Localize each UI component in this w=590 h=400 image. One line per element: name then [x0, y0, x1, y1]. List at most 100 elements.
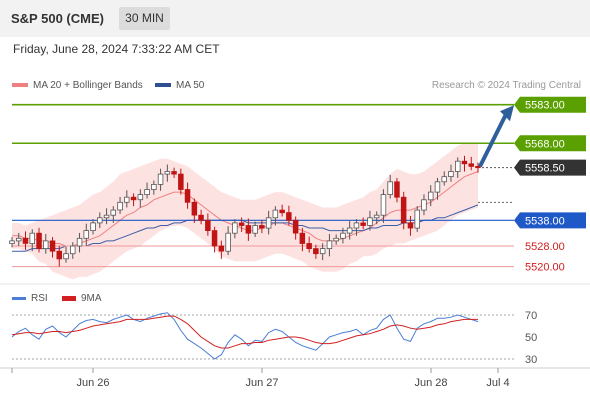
candle-body — [252, 225, 258, 234]
legend-label-rsi-ma: 9MA — [81, 293, 102, 304]
legend-item-ma50: MA 50 — [155, 80, 204, 91]
rsi-tick-label: 50 — [525, 332, 537, 344]
candle-body — [421, 199, 427, 211]
candle-body — [130, 196, 137, 201]
candle-body — [97, 217, 103, 224]
legend-label-ma50: MA 50 — [176, 80, 205, 91]
candle-body — [184, 189, 191, 203]
candle-body — [211, 230, 218, 247]
candle-body — [326, 240, 333, 249]
candle-body — [299, 232, 306, 244]
candle-body — [360, 222, 366, 226]
candle-body — [110, 209, 117, 216]
time-tick-label: Jun 27 — [245, 377, 278, 389]
candle-body — [367, 217, 373, 226]
candle-body — [124, 196, 130, 203]
candle-body — [373, 214, 380, 219]
candle-body — [218, 245, 225, 252]
candle-body — [245, 225, 252, 234]
candle-body — [144, 189, 150, 195]
legend-label-rsi: RSI — [31, 293, 48, 304]
time-tick-label: Jun 28 — [414, 377, 447, 389]
candle-body — [29, 232, 35, 244]
candle-body — [205, 219, 211, 232]
candle-body — [353, 222, 360, 229]
forecast-arrow — [478, 113, 508, 168]
candle-body — [286, 212, 292, 221]
candle-body — [427, 191, 434, 201]
candle-body — [272, 209, 279, 219]
candle-body — [103, 214, 110, 219]
legend-swatch-rsi — [12, 296, 26, 300]
timestamp: Friday, June 28, 2024 7:33:22 AM CET — [13, 42, 220, 56]
candle-body — [259, 225, 265, 229]
candle-body — [313, 248, 319, 255]
candle-body — [448, 171, 454, 177]
price-level-label: 5583.00 — [525, 100, 565, 112]
legend-swatch-ma20 — [12, 83, 28, 88]
legend-swatch-rsi-ma — [62, 295, 76, 301]
rsi-tick-label: 70 — [525, 310, 537, 322]
candle-body — [340, 232, 346, 239]
forecast-arrowhead — [500, 105, 514, 122]
candle-body — [22, 237, 29, 244]
candle-body — [279, 209, 285, 214]
rsi-line — [11, 312, 479, 360]
rsi-ma-line — [11, 315, 478, 349]
candle-body — [191, 201, 198, 216]
candle-body — [83, 230, 90, 239]
candle-body — [232, 222, 238, 234]
bollinger-band — [12, 143, 478, 280]
legend-swatch-ma50 — [155, 83, 171, 88]
resistance-label-box — [514, 96, 586, 113]
candle-body — [387, 181, 393, 196]
candle-body — [461, 160, 468, 165]
candle-body — [380, 194, 387, 216]
candle-body — [225, 232, 231, 252]
candle-body — [468, 163, 474, 167]
candle-body — [306, 243, 312, 249]
candle-body — [90, 222, 96, 231]
legend-item-rsi: RSI — [12, 293, 48, 304]
interval-button[interactable]: 30 MIN — [119, 7, 170, 30]
candle-body — [407, 222, 414, 229]
candle-body — [238, 222, 245, 226]
candle-body — [49, 240, 56, 252]
legend-item-rsi-ma: 9MA — [62, 293, 102, 304]
candle-body — [394, 181, 400, 198]
ma20-line — [12, 171, 479, 247]
candle-body — [333, 237, 339, 242]
candle-body — [43, 240, 49, 249]
candle-body — [151, 183, 157, 190]
price-level-label: 5568.00 — [525, 138, 565, 150]
candle-body — [117, 201, 123, 211]
candle-body — [157, 173, 164, 185]
candle-body — [70, 245, 76, 255]
instrument-title: S&P 500 (CME) — [11, 11, 104, 26]
candle-body — [171, 171, 177, 175]
last-price-label-box — [514, 159, 586, 176]
header-bar: S&P 500 (CME) 30 MIN — [0, 0, 590, 37]
candle-body — [164, 171, 171, 175]
candle-body — [265, 217, 272, 229]
candles — [9, 155, 481, 267]
candle-body — [441, 176, 447, 183]
price-level-label: 5520.00 — [525, 262, 565, 274]
candle-body — [475, 165, 481, 169]
legend-label-ma20: MA 20 + Bollinger Bands — [33, 80, 143, 91]
candle-body — [9, 240, 15, 244]
candle-body — [56, 250, 63, 260]
candle-body — [454, 160, 461, 172]
price-level-label: 5558.50 — [525, 163, 565, 175]
price-level-label: 5538.00 — [525, 215, 565, 227]
candle-body — [76, 237, 83, 247]
legend-item-ma20: MA 20 + Bollinger Bands — [12, 80, 143, 91]
time-tick-label: Jun 26 — [76, 377, 109, 389]
candle-body — [434, 181, 441, 193]
candle-body — [15, 237, 22, 242]
time-tick-label: Jul 4 — [486, 377, 509, 389]
candle-body — [400, 196, 407, 224]
candle-body — [198, 214, 204, 221]
candle-body — [178, 173, 184, 190]
